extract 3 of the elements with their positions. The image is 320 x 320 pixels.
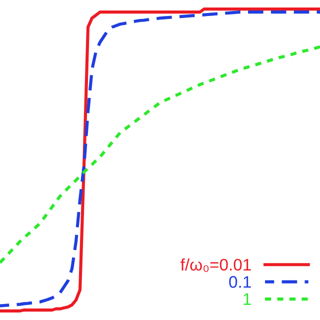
legend-label: f/ω₀=0.01 <box>180 258 251 272</box>
legend-label: 0.1 <box>229 276 251 288</box>
legend-label: 1 <box>244 293 251 305</box>
